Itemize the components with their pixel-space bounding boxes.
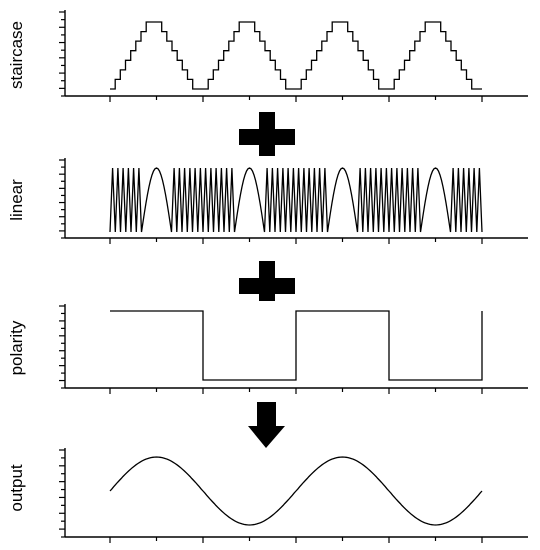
x-axis-staircase <box>65 95 528 102</box>
staircase-signal <box>110 21 482 90</box>
x-axis-polarity <box>65 387 528 394</box>
plus-bar-v <box>259 112 275 156</box>
output-signal <box>109 456 483 526</box>
panel-label-polarity: polarity <box>7 320 26 375</box>
panel-label-output: output <box>7 464 26 512</box>
y-axis-linear <box>59 158 66 239</box>
panel-staircase: staircase <box>7 10 528 102</box>
panel-output: output <box>7 448 528 543</box>
plus-operator-2 <box>239 261 295 301</box>
polarity-signal <box>110 310 483 381</box>
panel-polarity: polarity <box>7 304 528 394</box>
y-axis-output <box>59 448 66 538</box>
y-axis-staircase <box>59 10 66 97</box>
x-axis-linear <box>65 237 528 244</box>
panel-linear: linear <box>7 158 528 244</box>
arrow-shape <box>248 402 285 448</box>
plus-operator-1 <box>239 112 295 156</box>
panel-label-linear: linear <box>7 179 26 221</box>
down-arrow-icon <box>248 402 285 448</box>
x-axis-output <box>65 536 528 543</box>
plus-bar-v <box>259 261 275 301</box>
y-axis-polarity <box>59 304 66 389</box>
linear-signal <box>109 167 483 233</box>
panel-label-staircase: staircase <box>7 21 26 89</box>
